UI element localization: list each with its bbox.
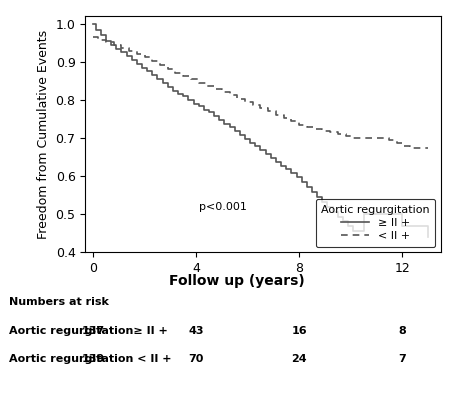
Legend: ≥ II +, < II +: ≥ II +, < II + bbox=[316, 199, 435, 247]
Text: 7: 7 bbox=[398, 354, 406, 364]
Text: Follow up (years): Follow up (years) bbox=[169, 274, 305, 288]
Text: 8: 8 bbox=[398, 326, 406, 336]
Text: p<0.001: p<0.001 bbox=[199, 202, 247, 212]
Text: Aortic regurgitation < II +: Aortic regurgitation < II + bbox=[9, 354, 172, 364]
Text: 70: 70 bbox=[188, 354, 204, 364]
Y-axis label: Freedom from Cumulative Events: Freedom from Cumulative Events bbox=[37, 30, 50, 239]
Text: Numbers at risk: Numbers at risk bbox=[9, 297, 109, 307]
Text: 16: 16 bbox=[292, 326, 307, 336]
Text: 24: 24 bbox=[292, 354, 307, 364]
Text: 139: 139 bbox=[82, 354, 105, 364]
Text: 137: 137 bbox=[82, 326, 105, 336]
Text: Aortic regurgitation≥ II +: Aortic regurgitation≥ II + bbox=[9, 326, 168, 336]
Text: 43: 43 bbox=[188, 326, 204, 336]
